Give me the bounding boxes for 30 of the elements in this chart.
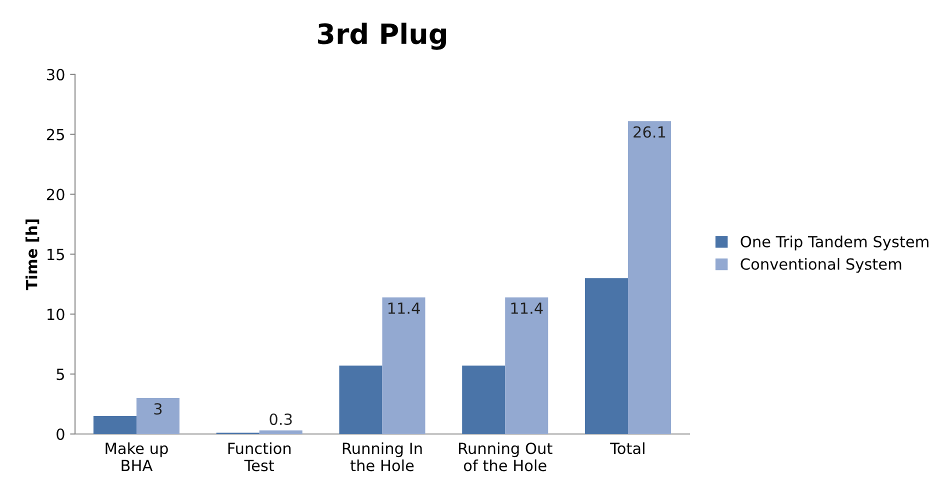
x-tick-label: Running In the Hole [342, 442, 422, 472]
y-tick-label: 15 [48, 248, 64, 260]
chart-title: 3rd Plug [318, 22, 446, 50]
data-label: 11.4 [511, 302, 543, 314]
x-tick-label: Make up BHA [106, 442, 168, 472]
y-tick-label: 0 [56, 428, 64, 440]
data-label: 11.4 [388, 302, 420, 314]
data-label: 3 [154, 403, 162, 415]
y-axis-title: Time [h] [26, 219, 40, 290]
bar [505, 297, 548, 434]
bar [93, 416, 136, 434]
bar [584, 278, 628, 434]
bar [382, 297, 426, 434]
y-tick-label: 30 [47, 68, 64, 80]
bar [339, 366, 382, 434]
legend-label: Conventional System [740, 258, 902, 273]
bar [136, 398, 180, 434]
data-label: 0.3 [270, 413, 292, 426]
y-tick-label: 25 [46, 128, 64, 140]
y-tick-label: 5 [56, 368, 64, 380]
x-tick-label: Total [610, 442, 644, 454]
bar [462, 366, 506, 434]
data-label: 26.1 [634, 126, 666, 138]
x-tick-label: Running Out of the Hole [459, 442, 552, 472]
y-tick-label: 20 [46, 188, 64, 200]
legend-label: One Trip Tandem System [740, 236, 928, 250]
y-tick-label: 10 [48, 308, 64, 320]
bar [628, 121, 671, 434]
x-tick-label: Function Test [228, 442, 291, 472]
bar [259, 430, 302, 434]
